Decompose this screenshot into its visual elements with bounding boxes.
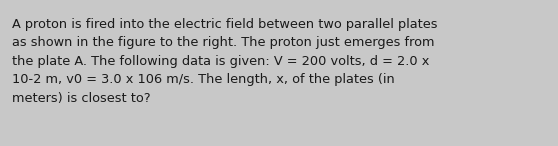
Text: A proton is fired into the electric field between two parallel plates
as shown i: A proton is fired into the electric fiel… xyxy=(12,18,438,105)
